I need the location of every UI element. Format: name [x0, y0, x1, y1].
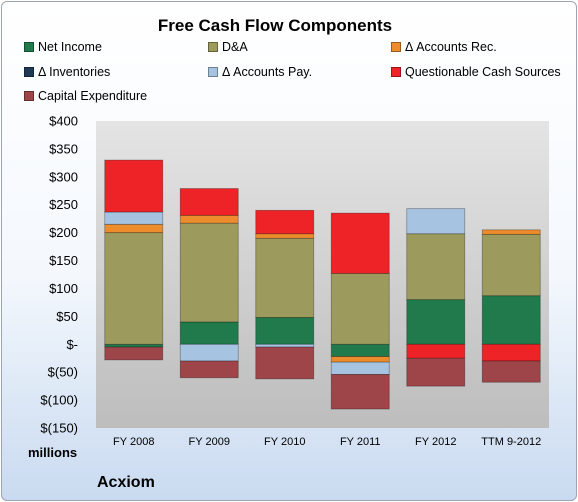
y-tick-label: $250	[49, 197, 78, 212]
bar-segment	[481, 295, 541, 345]
bar-segment	[255, 343, 315, 348]
legend-item-accounts-rec: Δ Accounts Rec.	[391, 40, 497, 54]
y-tick-label: $(150)	[40, 421, 78, 436]
bar-segment	[104, 159, 164, 213]
units-label: millions	[28, 445, 78, 460]
bar-segment	[406, 208, 466, 235]
legend-swatch-questionable-cash-sources	[391, 66, 401, 77]
y-axis: $400 $350 $300 $250 $200 $150 $100 $50 $- $(50) $(…	[40, 114, 78, 436]
bar-segment	[104, 346, 164, 361]
bar-segment	[179, 321, 239, 345]
bar-segment	[255, 237, 315, 318]
bar-segment	[255, 233, 315, 239]
legend-item-inventories: Δ Inventories	[24, 65, 110, 79]
legend-swatch-capital-expenditure	[24, 90, 34, 101]
legend-label: Questionable Cash Sources	[405, 65, 561, 79]
legend-item-net-income: Net Income	[24, 40, 102, 54]
bar-segment	[179, 188, 239, 216]
bar-segment	[406, 233, 466, 301]
bar-segment	[481, 229, 541, 235]
y-tick-label: $350	[49, 141, 78, 156]
legend-item-questionable-cash-sources: Questionable Cash Sources	[391, 65, 561, 79]
y-tick-label: $100	[49, 281, 78, 296]
bar-segment	[481, 360, 541, 383]
bar-segment	[179, 222, 239, 323]
x-tick-label: TTM 9-2012	[481, 436, 541, 448]
legend-label: Δ Accounts Pay.	[222, 65, 313, 79]
legend-label: Capital Expenditure	[38, 89, 148, 103]
bar-segment	[330, 356, 390, 363]
bar-segment	[104, 211, 164, 225]
legend-label: Net Income	[38, 40, 102, 54]
bar-segment	[406, 357, 466, 387]
chart-title: Free Cash Flow Components	[157, 16, 393, 35]
legend-item-capital-expenditure: Capital Expenditure	[24, 89, 147, 103]
bar-segment	[481, 233, 541, 297]
y-tick-label: $(100)	[40, 393, 78, 408]
legend-swatch-accounts-rec	[391, 41, 401, 52]
y-tick-label: $50	[56, 309, 78, 324]
bar-segment	[179, 360, 239, 379]
legend-swatch-inventories	[24, 66, 34, 77]
legend-label: Δ Accounts Rec.	[405, 40, 497, 54]
x-tick-label: FY 2010	[264, 436, 305, 448]
bar-segment	[330, 361, 390, 375]
x-tick-label: FY 2012	[415, 436, 456, 448]
bar-segment	[104, 343, 164, 348]
x-tick-label: FY 2011	[340, 436, 381, 448]
bar-segment	[406, 299, 466, 345]
bar-segment	[255, 209, 315, 235]
legend-item-d-and-a: D&A	[208, 40, 248, 54]
bar-segment	[481, 343, 541, 362]
legend-item-accounts-pay: Δ Accounts Pay.	[208, 65, 312, 79]
y-tick-label: $(50)	[48, 365, 78, 380]
x-tick-label: FY 2008	[113, 436, 154, 448]
plot-area	[96, 121, 549, 428]
company-name: Acxiom	[97, 474, 155, 491]
bar-segment	[104, 232, 164, 345]
x-axis: FY 2008 FY 2009 FY 2010 FY 2011 FY 2012 TTM 9…	[113, 436, 541, 448]
x-tick-label: FY 2009	[189, 436, 230, 448]
y-tick-label: $200	[49, 225, 78, 240]
bar-segment	[179, 214, 239, 224]
legend-label: D&A	[222, 40, 248, 54]
bar-segment	[104, 223, 164, 234]
bar-segment	[330, 272, 390, 345]
legend-swatch-d-and-a	[208, 41, 218, 52]
legend-label: Δ Inventories	[38, 65, 111, 79]
y-tick-label: $300	[49, 169, 78, 184]
y-tick-label: $-	[66, 337, 78, 352]
bar-segment	[330, 343, 390, 357]
bar-segment	[330, 374, 390, 410]
bar-segment	[330, 212, 390, 274]
bar-segment	[255, 317, 315, 345]
legend-swatch-accounts-pay	[208, 66, 218, 77]
y-tick-label: $150	[49, 253, 78, 268]
bar-segment	[406, 343, 466, 359]
bar-segment	[179, 343, 239, 362]
bars	[104, 159, 541, 410]
bar-segment	[255, 346, 315, 380]
y-tick-label: $400	[49, 114, 78, 129]
legend-swatch-net-income	[24, 41, 34, 52]
